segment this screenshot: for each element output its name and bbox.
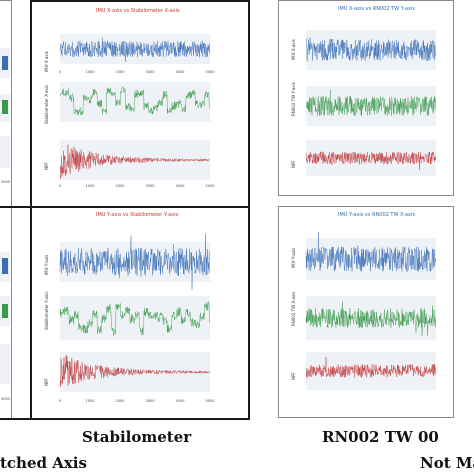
rn-y-frame (278, 206, 454, 418)
stab-y-npf-xtick: 3000 (146, 399, 155, 403)
stab-y-npf-xtick: 2000 (116, 399, 125, 403)
rn-x-npf-line (305, 151, 436, 170)
stab-x-ylabel-stab: Stabilometer X-axis (44, 84, 49, 124)
stab-x-stab-bg (60, 82, 210, 122)
stab-x-npf-xtick: 4000 (176, 184, 185, 188)
stab-y-imu-line (59, 233, 210, 290)
caption-stabilometer: Stabilometer (82, 428, 192, 446)
stab-x-title: IMU X-axis vs Stabilometer X-axis (96, 8, 180, 14)
stab-y-stab-line (59, 301, 210, 337)
stab-x-xtick: 0 (59, 70, 61, 74)
rn-y-plots (305, 231, 436, 390)
stab-y-title: IMU Y-axis vs Stabilometer Y-axis (96, 212, 179, 218)
rn-x-title: IMU X-axis vs RN002 TW Y-axis (338, 6, 415, 12)
stab-x-xtick: 3000 (146, 70, 155, 74)
stab-x-npf-xtick: 3000 (146, 184, 155, 188)
stab-x-ylabel-npf: NPF (44, 162, 49, 170)
caption-right-partial: Not Ma (420, 454, 474, 472)
rn-x-ylabel-imu: IMU X-axis (291, 39, 296, 60)
stab-x-xtick: 1000 (86, 70, 95, 74)
rn-y-npf-line (305, 356, 436, 378)
rn-x-frame (278, 0, 454, 196)
rn-y-imu-line (305, 231, 436, 272)
left-divider (0, 206, 32, 420)
rn-x-ylabel-rn: RN002 TW Y-axis (291, 82, 296, 116)
stab-x-xtick: 4000 (176, 70, 185, 74)
stab-y-npf-xtick: 0 (59, 399, 61, 403)
stab-x-ylabel-imu: IMU X-axis (44, 51, 49, 72)
stab-x-npf-line (59, 144, 210, 179)
stab-y-npf-xtick: 5000 (206, 399, 215, 403)
rn-y-ylabel-imu: IMU Y-axis (291, 247, 296, 268)
stab-x-xtick: 2000 (116, 70, 125, 74)
stab-y-ylabel-npf: NPF (44, 378, 49, 386)
left-partial-plots: 5000 5000 (0, 48, 10, 401)
stab-x-plots: 0 1000 2000 3000 4000 5000 0 1000 2000 3000 4000 50… (59, 34, 215, 188)
stab-x-npf-xtick: 1000 (86, 184, 95, 188)
caption-rn002: RN002 TW 00 (322, 428, 439, 446)
svg-text:5000: 5000 (1, 180, 10, 184)
stab-x-npf-xtick: 0 (59, 184, 61, 188)
stab-x-npf-xtick: 2000 (116, 184, 125, 188)
stab-y-frame (30, 206, 250, 420)
rn-y-ylabel-npf: NPF (291, 372, 296, 380)
stab-x-stab-line (59, 86, 210, 116)
caption-left-partial: tched Axis (0, 454, 87, 472)
rn-x-rn-line (305, 89, 436, 117)
stab-y-npf-xtick: 4000 (176, 399, 185, 403)
rn-y-ylabel-rn: RN002 TW X-axis (291, 291, 296, 326)
stab-y-plots: 0 1000 2000 3000 4000 5000 (59, 233, 215, 403)
stab-y-npf-line (59, 355, 210, 388)
rn-y-title: IMU Y-axis vs RN002 TW X-axis (338, 212, 415, 218)
rn-y-rn-line (305, 301, 436, 336)
rn-x-imu-line (305, 37, 436, 62)
stab-x-xtick: 5000 (206, 70, 215, 74)
rn-x-plots (305, 30, 436, 176)
stab-y-ylabel-stab: Stabilometer Y-axis (44, 291, 49, 331)
rn-x-ylabel-npf: NPF (291, 160, 296, 168)
stab-y-npf-xtick: 1000 (86, 399, 95, 403)
stab-y-ylabel-imu: IMU Y-axis (44, 254, 49, 275)
stab-x-imu-line (59, 37, 210, 62)
stab-x-npf-xtick: 5000 (206, 184, 215, 188)
svg-text:5000: 5000 (1, 397, 10, 401)
